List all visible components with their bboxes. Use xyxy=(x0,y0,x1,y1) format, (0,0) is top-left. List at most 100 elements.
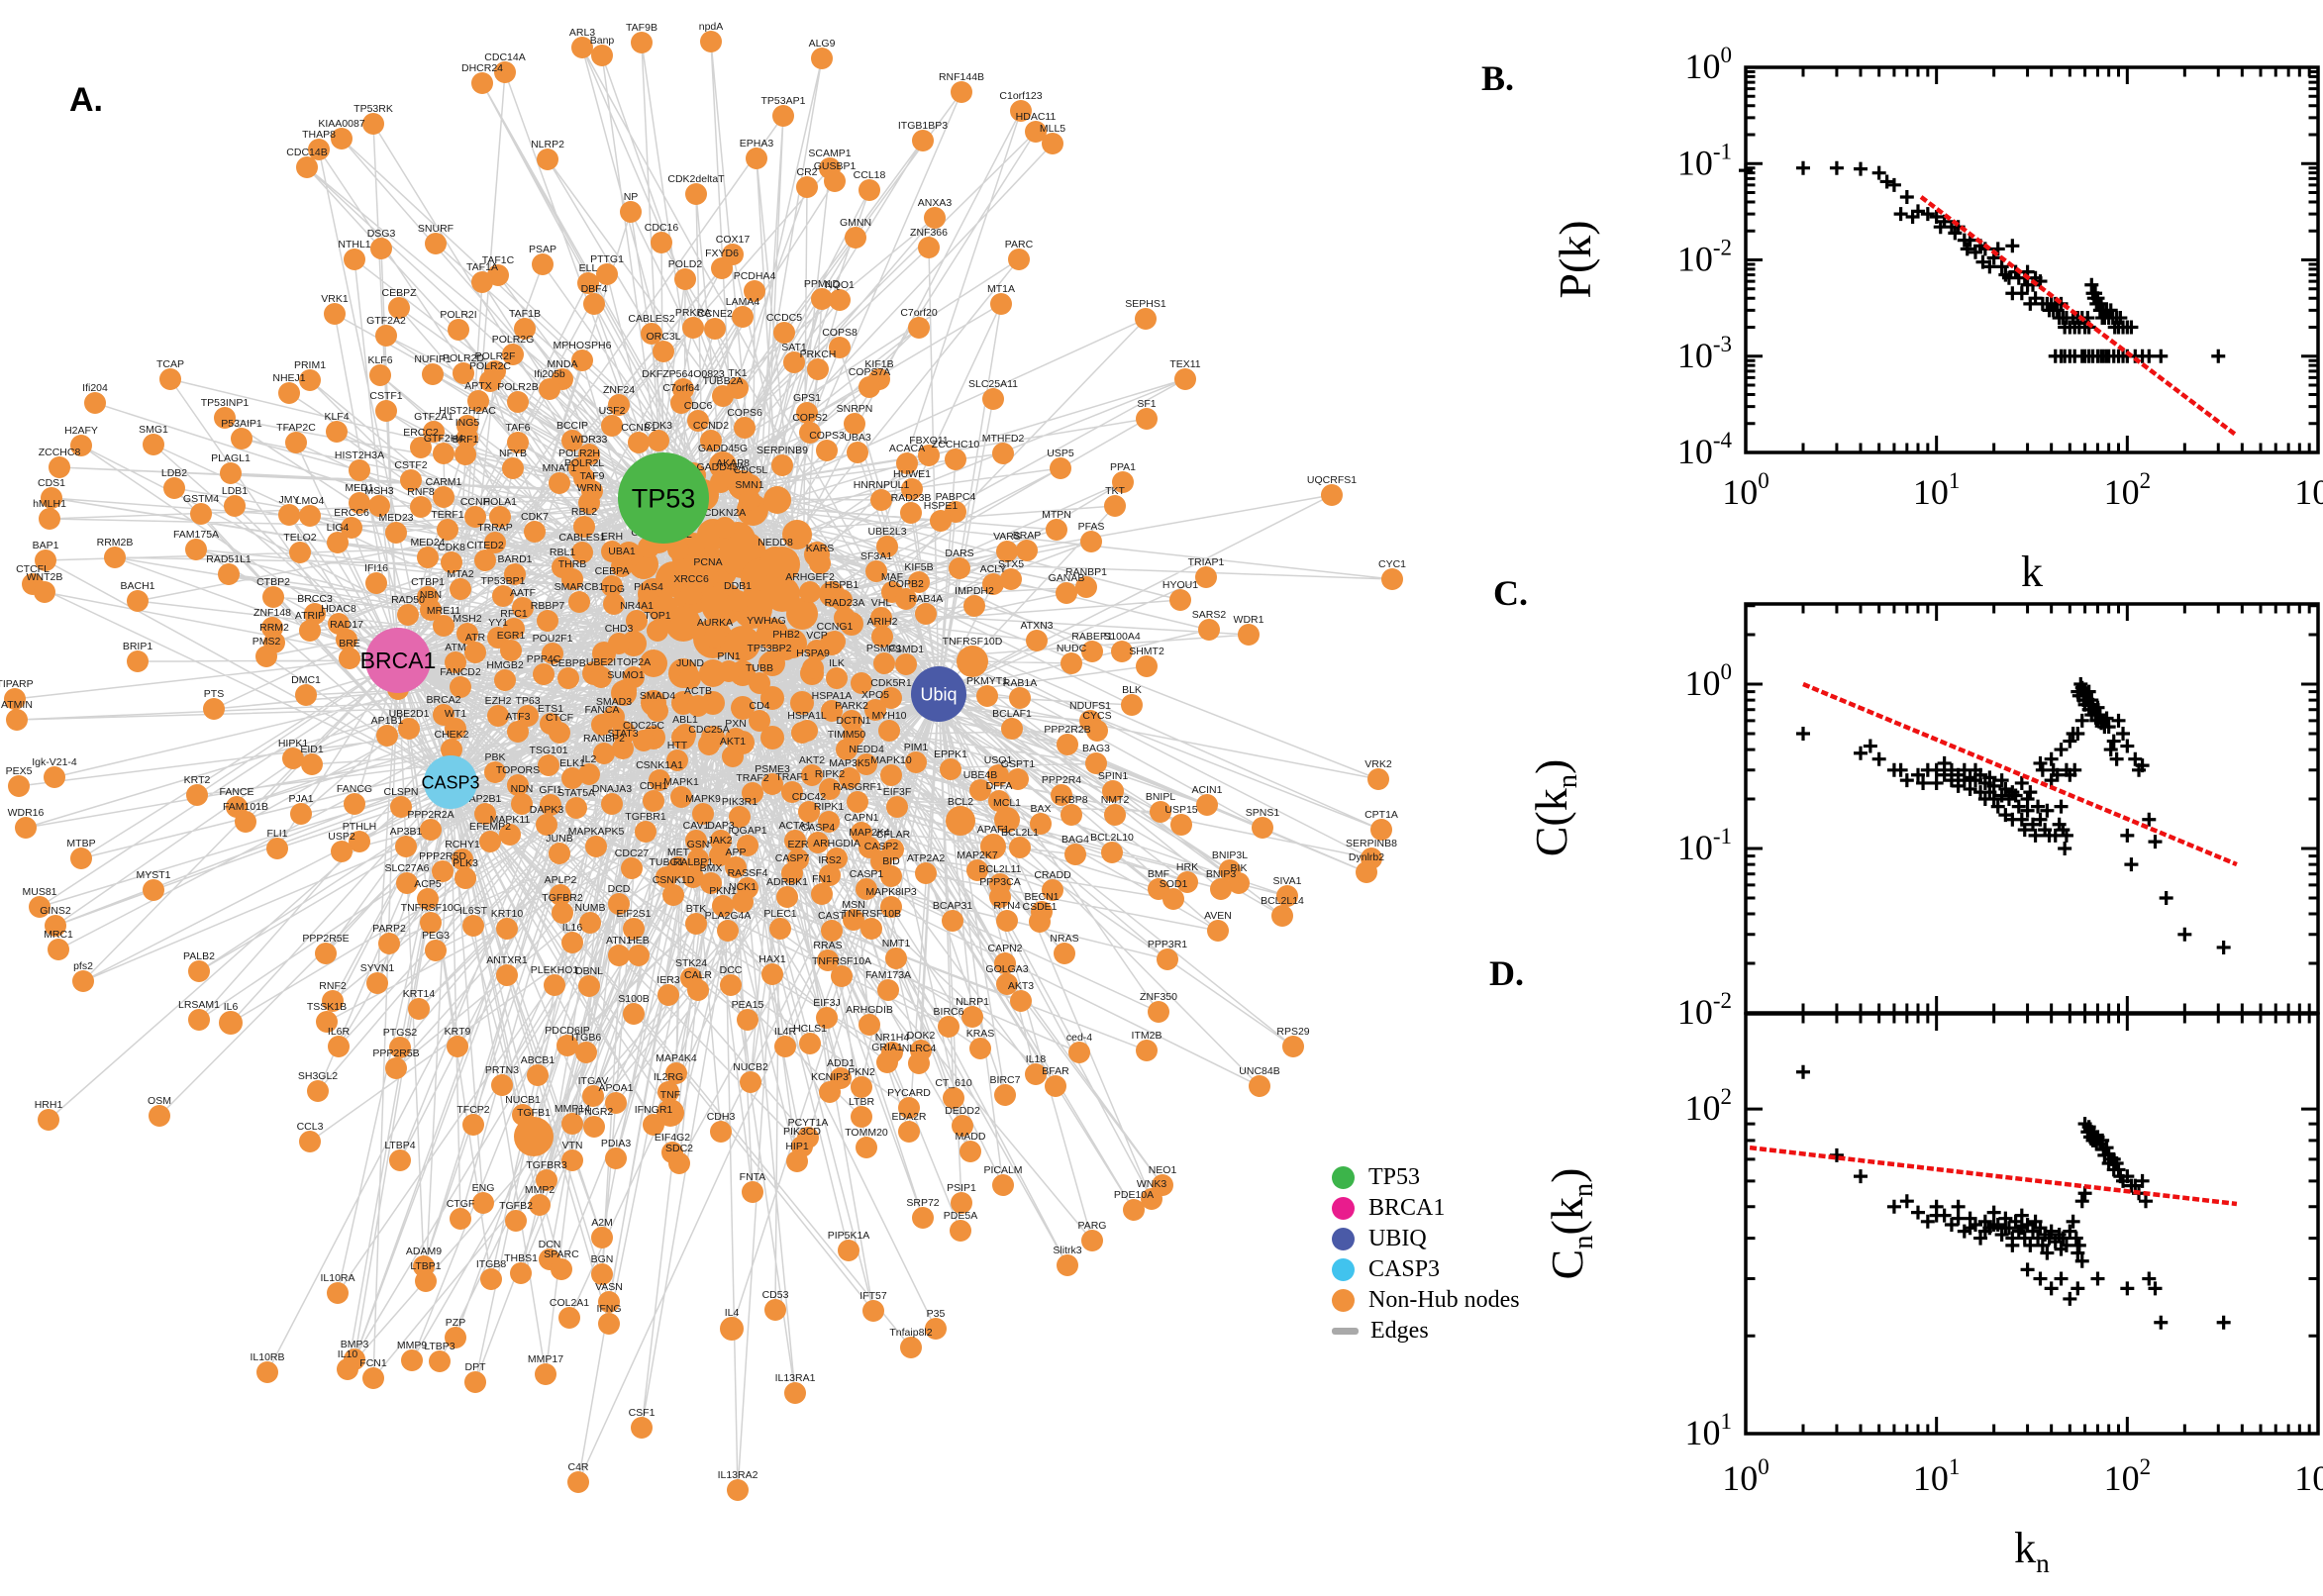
network-node xyxy=(1086,720,1108,742)
network-node-label: PPP3R1 xyxy=(1148,939,1187,950)
network-node xyxy=(441,551,462,573)
network-node xyxy=(127,590,149,612)
network-node-label: XRCC6 xyxy=(673,573,709,585)
network-node-label: ANTXR1 xyxy=(486,954,528,966)
network-node xyxy=(49,456,70,478)
network-node-label: FXYD6 xyxy=(705,248,739,259)
network-node-label: ARIH2 xyxy=(867,616,898,628)
network-node-label: SERPINB9 xyxy=(757,445,808,456)
network-node-label: BMF xyxy=(1148,868,1169,880)
network-node xyxy=(583,1116,605,1138)
network-node xyxy=(667,539,689,560)
network-node-label: ARHGDIB xyxy=(846,1004,893,1016)
network-node-label: DSG3 xyxy=(367,228,396,240)
network-node xyxy=(608,893,630,915)
network-node-label: PDE10A xyxy=(1114,1189,1154,1201)
network-node xyxy=(626,610,648,632)
network-node xyxy=(856,878,877,900)
network-node-label: ZCCHC10 xyxy=(932,439,980,450)
network-node xyxy=(700,430,722,451)
network-node-label: Igk-V21-4 xyxy=(32,756,77,768)
network-node-label: ACTB xyxy=(684,685,712,697)
network-node xyxy=(790,691,814,715)
network-node xyxy=(994,952,1016,974)
network-node xyxy=(1075,576,1097,598)
network-node-label: RFC1 xyxy=(500,608,528,620)
network-node xyxy=(464,506,486,528)
network-node-label: BRCC3 xyxy=(297,593,333,605)
network-node-label: TERF1 xyxy=(431,509,463,521)
network-node-label: LMO4 xyxy=(296,495,325,507)
network-node xyxy=(84,392,106,414)
network-node-label: NR1H4 xyxy=(875,1032,910,1044)
network-node xyxy=(561,1149,583,1171)
network-node xyxy=(1111,641,1133,662)
network-node-label: POLR2G xyxy=(492,334,535,346)
network-node-label: SMARCB1 xyxy=(555,581,605,593)
network-node xyxy=(809,552,831,574)
network-node-label: PRKCH xyxy=(800,349,837,360)
network-node-label: TRRAP xyxy=(477,522,513,534)
network-node xyxy=(1367,768,1389,790)
network-node xyxy=(1321,484,1343,506)
network-node-label: TOPORS xyxy=(496,764,540,776)
network-node-label: NDN xyxy=(511,783,534,795)
legend-item-label: Non-Hub nodes xyxy=(1368,1287,1520,1313)
network-node xyxy=(39,508,60,530)
network-node xyxy=(687,979,709,1001)
network-node-label: A2M xyxy=(591,1217,613,1229)
network-node-label: SDC2 xyxy=(665,1143,693,1154)
network-node-label: PJA1 xyxy=(288,793,313,805)
network-node xyxy=(1025,121,1047,143)
legend-item-ubiq: UBIQ xyxy=(1332,1224,1520,1254)
network-node xyxy=(608,945,630,966)
network-node-label: POLD2 xyxy=(668,258,703,270)
network-node xyxy=(511,793,533,815)
network-node-label: AP2B1 xyxy=(469,793,502,805)
network-node xyxy=(255,646,277,667)
network-node-label: RIPK1 xyxy=(814,801,845,813)
network-node-label: ABCB1 xyxy=(521,1054,556,1066)
network-node-label: NLRP2 xyxy=(531,139,564,150)
network-node xyxy=(908,317,930,339)
network-node xyxy=(992,1174,1014,1196)
network-node-label: KRT9 xyxy=(445,1026,471,1038)
network-node-label: EPPK1 xyxy=(934,748,967,760)
network-node xyxy=(1276,885,1298,907)
network-node xyxy=(951,1192,972,1214)
network-node-label: JUNB xyxy=(546,833,572,845)
network-node xyxy=(448,319,469,341)
network-node-label: SCAMP1 xyxy=(808,148,851,159)
network-node xyxy=(494,61,516,83)
network-node-label: NMT1 xyxy=(882,938,911,949)
network-node xyxy=(668,1152,690,1174)
network-node-label: MMP14 xyxy=(555,1103,590,1115)
network-node xyxy=(880,764,902,786)
network-node-label: SRP72 xyxy=(906,1197,939,1209)
network-node-label: BRCA2 xyxy=(426,694,460,706)
network-node-label: FAM101B xyxy=(223,801,268,813)
network-node xyxy=(697,566,719,588)
network-node xyxy=(940,758,961,780)
network-node xyxy=(1121,694,1143,716)
network-node-label: DCC xyxy=(720,964,743,976)
network-node-label: PPP2R2B xyxy=(1044,724,1090,736)
network-node-label: CHD3 xyxy=(605,623,634,635)
network-node-label: CABLES2 xyxy=(628,313,674,325)
network-node-label: HSPA9 xyxy=(796,648,830,659)
network-node-label: Banp xyxy=(590,35,615,47)
network-node xyxy=(969,779,991,801)
network-node-label: WDR1 xyxy=(1234,614,1264,626)
network-node-label: ZCCHC8 xyxy=(39,447,81,458)
network-node-label: BRAP xyxy=(1013,530,1042,542)
legend-item-label: CASP3 xyxy=(1368,1256,1441,1282)
network-node xyxy=(763,486,791,514)
network-node xyxy=(561,568,583,590)
network-node xyxy=(542,643,563,664)
network-node-label: HTT xyxy=(667,740,688,751)
network-node xyxy=(877,979,899,1001)
network-node-label: CTCFL xyxy=(16,563,50,575)
network-node-label: CASP1 xyxy=(850,868,884,880)
network-node xyxy=(366,972,388,994)
network-node xyxy=(299,369,321,391)
